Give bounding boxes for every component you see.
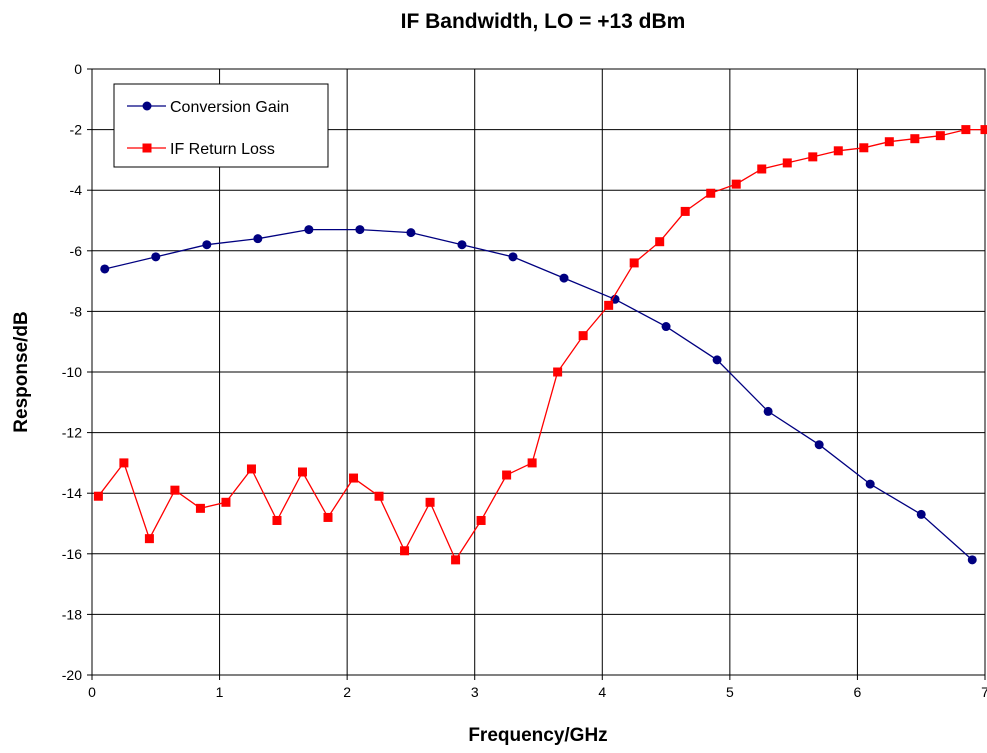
x-tick-label: 2 [343,684,351,700]
if-return-loss-point [297,467,307,477]
if-return-loss-point [757,164,767,174]
conversion-gain-point [865,479,875,489]
legend-box [113,83,329,168]
x-axis-title: Frequency/GHz [468,725,607,746]
y-tick-label: -16 [62,546,82,562]
if-return-loss-point [425,497,435,507]
x-tick-label: 7 [981,684,987,700]
if-return-loss-point [144,534,154,544]
x-tick-label: 4 [598,684,606,700]
y-tick-label: -12 [62,425,82,441]
conversion-gain-point [712,355,722,365]
legend-marker [142,101,152,111]
y-tick-label: -20 [62,667,82,683]
if-return-loss-point [808,152,818,162]
y-axis-ticks: 0 -2 -4 -6 -8 -10 -12 -14 -16 -18 -20 [62,61,92,683]
if-return-loss-point [349,473,359,483]
conversion-gain-point [508,252,518,262]
conversion-gain-point [661,322,671,332]
x-tick-label: 1 [216,684,224,700]
legend-item-if-return-loss: IF Return Loss [127,141,275,158]
if-return-loss-point [859,143,869,153]
if-return-loss-point [706,188,716,198]
conversion-gain-point [304,225,314,235]
conversion-gain-point [457,240,467,250]
series-if-return-loss [93,125,987,565]
gridlines [92,69,985,675]
if-return-loss-point [400,546,410,556]
if-return-loss-point [527,458,537,468]
if-return-loss-point [323,512,333,522]
if-return-loss-point [272,515,282,525]
y-tick-label: -18 [62,606,82,622]
if-return-loss-point [195,503,205,513]
legend-item-conversion-gain: Conversion Gain [127,99,289,116]
conversion-gain-point [100,264,110,274]
conversion-gain-point [355,225,365,235]
if-return-loss-point [451,555,461,565]
if-return-loss-point [119,458,129,468]
conversion-gain-point [814,440,824,450]
legend-items: Conversion Gain IF Return Loss [127,99,289,158]
if-return-loss-point [629,258,639,268]
conversion-gain-point [763,406,773,416]
y-tick-label: -4 [70,182,83,198]
conversion-gain-point [559,273,569,283]
x-tick-label: 6 [854,684,862,700]
if-return-loss-point [833,146,843,156]
y-tick-label: -10 [62,364,82,380]
series-conversion-gain [100,225,977,565]
y-tick-label: 0 [74,61,82,77]
if-return-loss-point [731,179,741,189]
if-return-loss-point [578,331,588,341]
if-return-loss-point [246,464,256,474]
conversion-gain-line [104,228,973,561]
if-return-loss-point [680,206,690,216]
if-return-loss-point [961,125,971,135]
conversion-gain-point [916,509,926,519]
conversion-gain-point [151,252,161,262]
legend-marker [142,143,152,153]
legend-label: IF Return Loss [170,141,275,158]
if-return-loss-point [93,491,103,501]
conversion-gain-point [253,234,263,244]
legend: Conversion Gain IF Return Loss [113,83,329,168]
if-return-loss-point [910,134,920,144]
chart-title: IF Bandwidth, LO = +13 dBm [401,10,686,33]
if-return-loss-point [935,131,945,141]
conversion-gain-point [406,228,416,238]
if-return-loss-point [884,137,894,147]
y-axis-title: Response/dB [11,311,32,432]
if-return-loss-point [374,491,384,501]
if-return-loss-point [553,367,563,377]
y-tick-label: -14 [62,485,82,501]
conversion-gain-point [202,240,212,250]
x-tick-label: 3 [471,684,479,700]
y-tick-label: -2 [70,122,83,138]
x-tick-label: 5 [726,684,734,700]
x-tick-label: 0 [88,684,96,700]
if-return-loss-point [502,470,512,480]
conversion-gain-point [967,555,977,565]
if-return-loss-point [170,485,180,495]
if-return-loss-point [476,515,486,525]
y-tick-label: -8 [70,303,83,319]
series-layer [93,125,987,565]
if-return-loss-point [655,237,665,247]
if-return-loss-point [221,497,231,507]
legend-label: Conversion Gain [170,99,289,116]
y-tick-label: -6 [70,243,83,259]
if-return-loss-point [604,300,614,310]
x-axis-ticks: 0 1 2 3 4 5 6 7 [88,675,987,700]
if-return-loss-point [980,125,987,135]
if-return-loss-point [782,158,792,168]
